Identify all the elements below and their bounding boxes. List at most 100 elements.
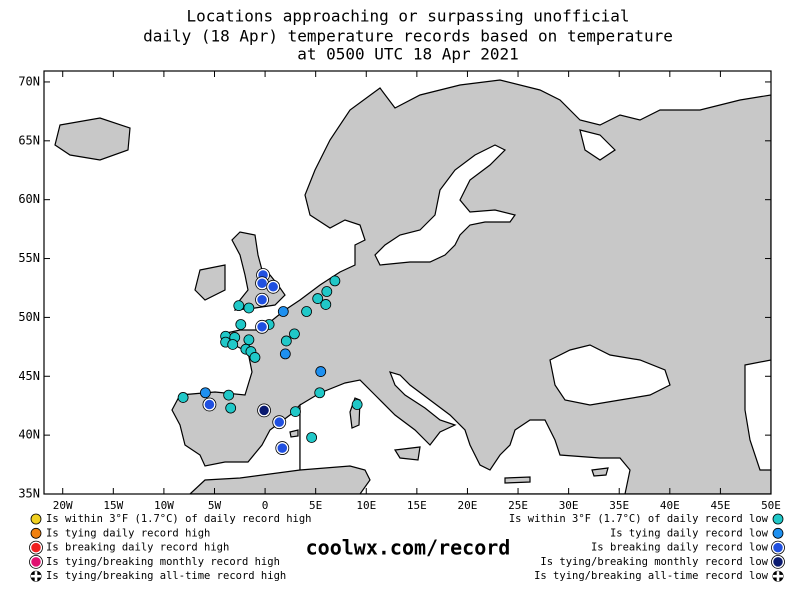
station <box>315 366 327 377</box>
station-outline <box>255 292 269 307</box>
station <box>243 302 255 314</box>
station-outline <box>255 319 269 334</box>
legend-label: Is within 3°F (1.7°C) of daily record hi… <box>46 513 312 525</box>
y-tick-label: 40N <box>18 428 40 442</box>
station <box>277 306 289 317</box>
station <box>306 432 318 443</box>
legend-label: Is breaking daily record low <box>591 542 769 554</box>
station <box>312 293 324 304</box>
balearic <box>289 429 299 438</box>
legend-marker <box>30 527 42 539</box>
station <box>280 335 292 347</box>
station <box>289 328 300 340</box>
station <box>199 387 211 399</box>
legend-label: Is tying/breaking monthly record high <box>46 556 280 568</box>
caspian-sea <box>744 359 771 471</box>
station-outline <box>257 403 271 418</box>
station <box>321 286 333 297</box>
station-outline <box>266 279 281 294</box>
white-sea <box>579 129 616 161</box>
legend-marker <box>771 555 785 569</box>
title-line: Locations approaching or surpassing unof… <box>186 7 629 26</box>
legend-marker <box>29 541 43 554</box>
station <box>290 406 301 417</box>
x-tick-label: 15E <box>407 499 427 512</box>
legend-marker-part <box>773 574 783 578</box>
station <box>276 441 289 455</box>
legend-marker <box>772 527 784 539</box>
y-tick-label: 50N <box>18 310 40 324</box>
station-outline <box>272 415 287 430</box>
station <box>301 306 312 317</box>
station <box>351 399 363 410</box>
station-outline <box>202 397 217 412</box>
x-tick-label: 20W <box>53 499 73 512</box>
baltic-sea <box>374 144 517 266</box>
crete <box>504 476 531 484</box>
frame <box>43 70 772 495</box>
legend-marker <box>29 555 43 569</box>
y-tick-label: 55N <box>18 251 40 265</box>
x-tick-label: 25E <box>508 499 528 512</box>
x-tick-label: 10W <box>154 499 174 512</box>
station <box>223 389 235 401</box>
title-line: at 0500 UTC 18 Apr 2021 <box>297 45 519 64</box>
station <box>255 277 269 290</box>
station <box>279 348 291 360</box>
legend-label: Is tying/breaking all-time record high <box>46 570 286 582</box>
legend-marker-outline <box>771 555 785 569</box>
x-tick-label: 15W <box>103 499 123 512</box>
africa <box>189 465 371 494</box>
station <box>329 275 341 287</box>
x-tick-label: 5E <box>309 499 322 512</box>
x-tick-label: 0 <box>262 499 269 512</box>
station <box>266 280 280 294</box>
title-line: daily (18 Apr) temperature records based… <box>143 27 673 46</box>
cyprus <box>591 467 609 477</box>
station <box>255 293 269 306</box>
y-tick-label: 65N <box>18 133 40 147</box>
station <box>177 392 189 403</box>
station <box>233 300 245 312</box>
station <box>225 402 237 414</box>
ireland <box>194 264 226 301</box>
station <box>227 339 239 350</box>
x-tick-label: 50E <box>761 499 781 512</box>
x-tick-label: 20E <box>458 499 478 512</box>
x-tick-label: 10E <box>356 499 376 512</box>
legend-marker <box>30 513 42 525</box>
legend-marker-outline <box>29 540 43 555</box>
station <box>255 320 269 334</box>
basemap <box>44 71 771 494</box>
legend-label: Is tying daily record high <box>46 527 210 539</box>
footer: coolwx.com/record <box>306 536 511 560</box>
legend-label: Is breaking daily record high <box>46 542 229 554</box>
x-tick-label: 45E <box>710 499 730 512</box>
station <box>243 334 255 346</box>
x-tick-label: 35E <box>609 499 629 512</box>
legend-marker <box>772 513 784 525</box>
legend-label: Is tying/breaking all-time record low <box>534 570 769 582</box>
y-tick-label: 45N <box>18 369 40 383</box>
legend-marker-outline <box>29 555 43 569</box>
iceland <box>54 117 131 161</box>
station <box>203 398 216 411</box>
station <box>320 299 332 310</box>
station <box>235 319 247 330</box>
legend-label: Is tying/breaking monthly record low <box>540 556 768 568</box>
legend-label: Is within 3°F (1.7°C) of daily record lo… <box>509 513 769 525</box>
x-tick-label: 5W <box>208 499 222 512</box>
mediterranean <box>299 371 631 494</box>
station <box>314 387 326 399</box>
station <box>273 415 286 429</box>
y-tick-label: 70N <box>18 74 40 88</box>
station <box>249 352 261 363</box>
station <box>257 404 271 417</box>
legend-marker <box>771 541 785 554</box>
x-tick-label: 30E <box>559 499 579 512</box>
legend-marker-part <box>31 574 41 578</box>
legend-marker-outline <box>771 540 785 555</box>
sicily <box>393 446 421 461</box>
y-tick-label: 60N <box>18 192 40 206</box>
